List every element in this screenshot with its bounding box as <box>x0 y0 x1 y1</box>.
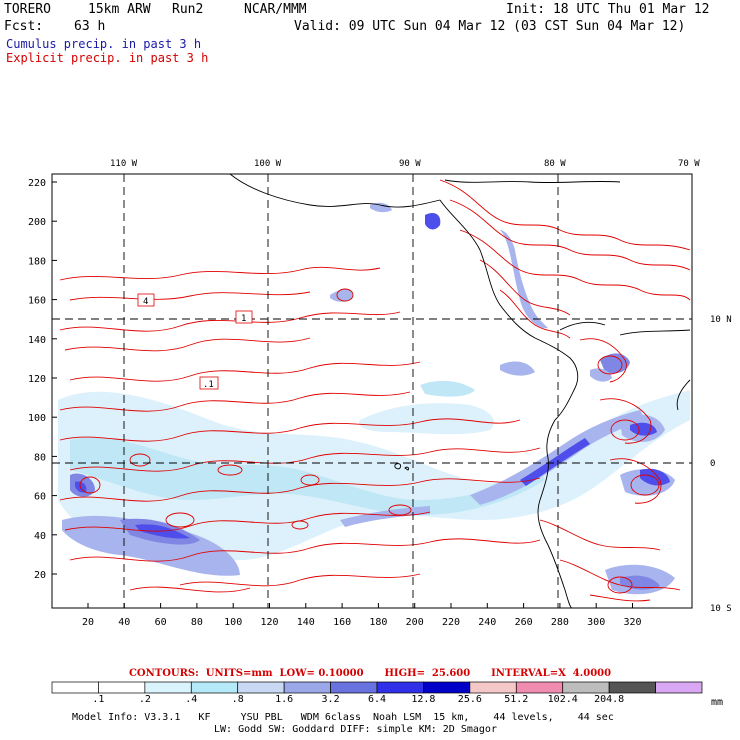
valid-time: Valid: 09 UTC Sun 04 Mar 12 (03 CST Sun … <box>294 19 686 34</box>
colorbar-swatch <box>608 681 656 694</box>
lon-label: 80 W <box>544 159 566 169</box>
x-tick-label: 260 <box>515 617 533 628</box>
colorbar-unit: mm <box>711 697 724 708</box>
run-label: Run2 <box>172 2 204 17</box>
forecast-hours: 63 h <box>74 19 106 34</box>
resolution-label: 15km ARW <box>88 2 151 17</box>
coastlines <box>229 174 691 608</box>
colorbar-swatch <box>144 681 192 694</box>
x-tick-label: 320 <box>623 617 641 628</box>
colorbar-swatch <box>376 681 424 694</box>
lat-label: 0 <box>710 459 715 469</box>
colorbar-swatch <box>515 681 564 694</box>
x-tick-label: 20 <box>82 617 94 628</box>
x-tick-label: 160 <box>333 617 351 628</box>
contour-label-4: 4 <box>143 297 148 307</box>
colorbar-label: 25.6 <box>457 694 482 705</box>
colorbar-swatch <box>423 681 471 694</box>
lon-label: 90 W <box>399 159 421 169</box>
colorbar-label: 102.4 <box>547 694 578 705</box>
colorbar-label: .8 <box>231 694 244 705</box>
colorbar-swatch <box>655 681 703 694</box>
colorbar-swatch <box>330 681 378 694</box>
x-tick-label: 200 <box>406 617 424 628</box>
y-tick-label: 100 <box>28 413 46 424</box>
y-tick-label: 80 <box>34 452 46 463</box>
y-tick-label: 20 <box>34 570 46 581</box>
colorbar-label: 6.4 <box>367 694 387 705</box>
y-tick-label: 180 <box>28 256 46 267</box>
lon-label: 70 W <box>678 159 700 169</box>
colorbar-swatch <box>190 681 239 694</box>
colorbar-swatch <box>469 681 517 694</box>
model-info-line2: LW: Godd SW: Goddard DIFF: simple KM: 2D… <box>214 724 497 735</box>
x-tick-label: 180 <box>369 617 387 628</box>
colorbar <box>51 681 703 694</box>
org-label: NCAR/MMM <box>244 2 307 17</box>
colorbar-label: .4 <box>185 694 198 705</box>
model-info-line1: Model Info: V3.3.1 KF YSU PBL WDM 6class… <box>72 712 614 723</box>
x-tick-label: 80 <box>191 617 203 628</box>
y-tick-label: 120 <box>28 374 46 385</box>
colorbar-swatch <box>562 681 610 694</box>
x-tick-label: 220 <box>442 617 460 628</box>
lon-label: 100 W <box>254 159 282 169</box>
colorbar-label: .2 <box>138 694 151 705</box>
map-frame <box>51 173 693 609</box>
x-tick-label: 240 <box>478 617 496 628</box>
model-name: TORERO <box>4 2 51 17</box>
x-tick-label: 280 <box>551 617 569 628</box>
colorbar-label: 204.8 <box>594 694 625 705</box>
colorbar-label: 1.6 <box>275 694 294 705</box>
explicit-contours <box>59 179 691 602</box>
y-tick-label: 60 <box>34 492 46 503</box>
colorbar-label: 12.8 <box>411 694 436 705</box>
contour-label-1: 1 <box>241 314 246 324</box>
x-tick-label: 140 <box>297 617 315 628</box>
colorbar-label: 51.2 <box>504 694 529 705</box>
colorbar-swatch <box>283 681 331 694</box>
lon-label: 110 W <box>110 159 138 169</box>
colorbar-label: 3.2 <box>321 694 340 705</box>
contour-label-point1: .1 <box>203 380 214 390</box>
lat-label: 10 S <box>710 604 732 614</box>
y-tick-label: 200 <box>28 217 46 228</box>
y-tick-label: 220 <box>28 178 46 189</box>
x-tick-label: 300 <box>587 617 605 628</box>
y-tick-label: 140 <box>28 335 46 346</box>
x-tick-label: 120 <box>260 617 278 628</box>
x-tick-label: 100 <box>224 617 242 628</box>
lat-label: 10 N <box>710 315 732 325</box>
x-tick-label: 40 <box>118 617 130 628</box>
forecast-label: Fcst: <box>4 19 44 34</box>
x-tick-label: 60 <box>155 617 167 628</box>
precip-shading <box>58 202 690 595</box>
colorbar-swatch <box>98 681 146 694</box>
colorbar-swatch <box>51 681 99 694</box>
contours-info: CONTOURS: UNITS=mm LOW= 0.10000 HIGH= 25… <box>128 668 612 679</box>
colorbar-swatch <box>237 681 285 694</box>
cumulus-legend-text: Cumulus precip. in past 3 h <box>6 37 202 51</box>
y-tick-label: 160 <box>28 296 46 307</box>
lat-lon-grid <box>52 174 692 608</box>
init-time: Init: 18 UTC Thu 01 Mar 12 <box>506 2 710 17</box>
colorbar-label: .1 <box>92 694 105 705</box>
y-tick-label: 40 <box>34 531 46 542</box>
explicit-legend-text: Explicit precip. in past 3 h <box>6 51 209 65</box>
